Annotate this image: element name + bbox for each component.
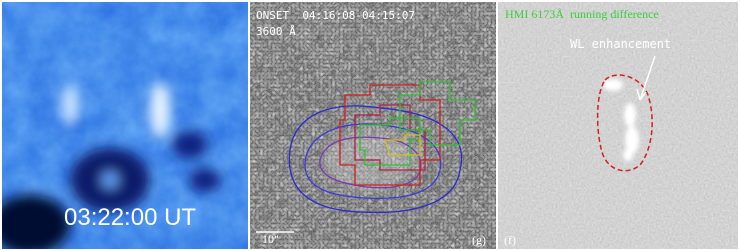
panel-onset: ONSET 04:16:08-04:15:07 3600 Å 10" (g) <box>250 2 496 249</box>
wavelength: 3600 Å <box>256 25 296 38</box>
panel-label: (f) <box>504 233 516 247</box>
timestamp: 03:22:00 UT <box>64 204 196 231</box>
figure: 03:22:00 UT ONSET 04:16:08-04:15:07 3600… <box>0 0 740 251</box>
scale-label: 10" <box>262 232 279 246</box>
panel-title: ONSET 04:16:08-04:15:07 <box>256 9 415 22</box>
panel-label: (g) <box>472 233 486 247</box>
annotation: WL enhancement <box>570 37 671 51</box>
panel-hmi: HMI 6173Å running difference WL enhancem… <box>498 2 738 249</box>
panel-title: HMI 6173Å running difference <box>505 7 659 21</box>
panel-aia: 03:22:00 UT <box>0 2 248 251</box>
